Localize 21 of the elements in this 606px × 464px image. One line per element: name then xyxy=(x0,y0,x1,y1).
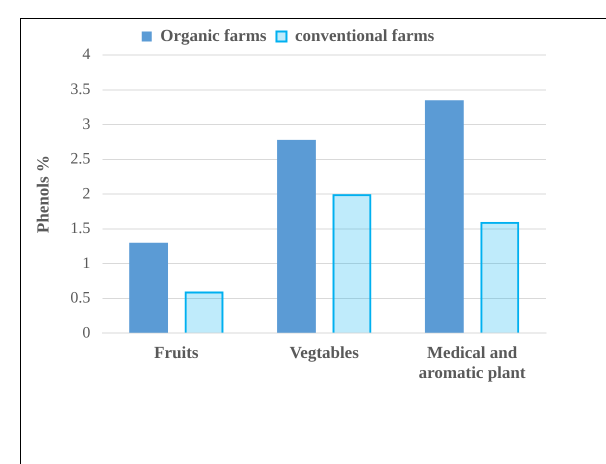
bar xyxy=(480,222,520,333)
y-axis-title: Phenols % xyxy=(34,155,53,234)
y-tick-label: 4 xyxy=(82,46,90,64)
legend-label: conventional farms xyxy=(294,26,435,45)
legend-label: Organic farms xyxy=(160,26,267,45)
y-tick-label: 1.5 xyxy=(70,220,90,238)
x-tick-label: Vegtables xyxy=(290,342,360,362)
x-tick-label: Medical and aromatic plant xyxy=(418,342,526,382)
y-tick-label: 3 xyxy=(82,116,90,133)
y-tick-label: 0.5 xyxy=(70,290,90,307)
bar xyxy=(184,291,224,333)
y-tick-label: 1 xyxy=(82,254,90,272)
y-tick-label: 0 xyxy=(82,324,90,342)
bar xyxy=(277,140,316,333)
x-tick-label: Fruits xyxy=(154,342,199,362)
y-tick-label: 2.5 xyxy=(70,150,90,168)
bar xyxy=(129,242,168,333)
bar xyxy=(332,194,372,333)
y-tick-label: 3.5 xyxy=(70,80,90,98)
bar xyxy=(424,100,464,333)
y-tick-label: 2 xyxy=(82,185,90,202)
